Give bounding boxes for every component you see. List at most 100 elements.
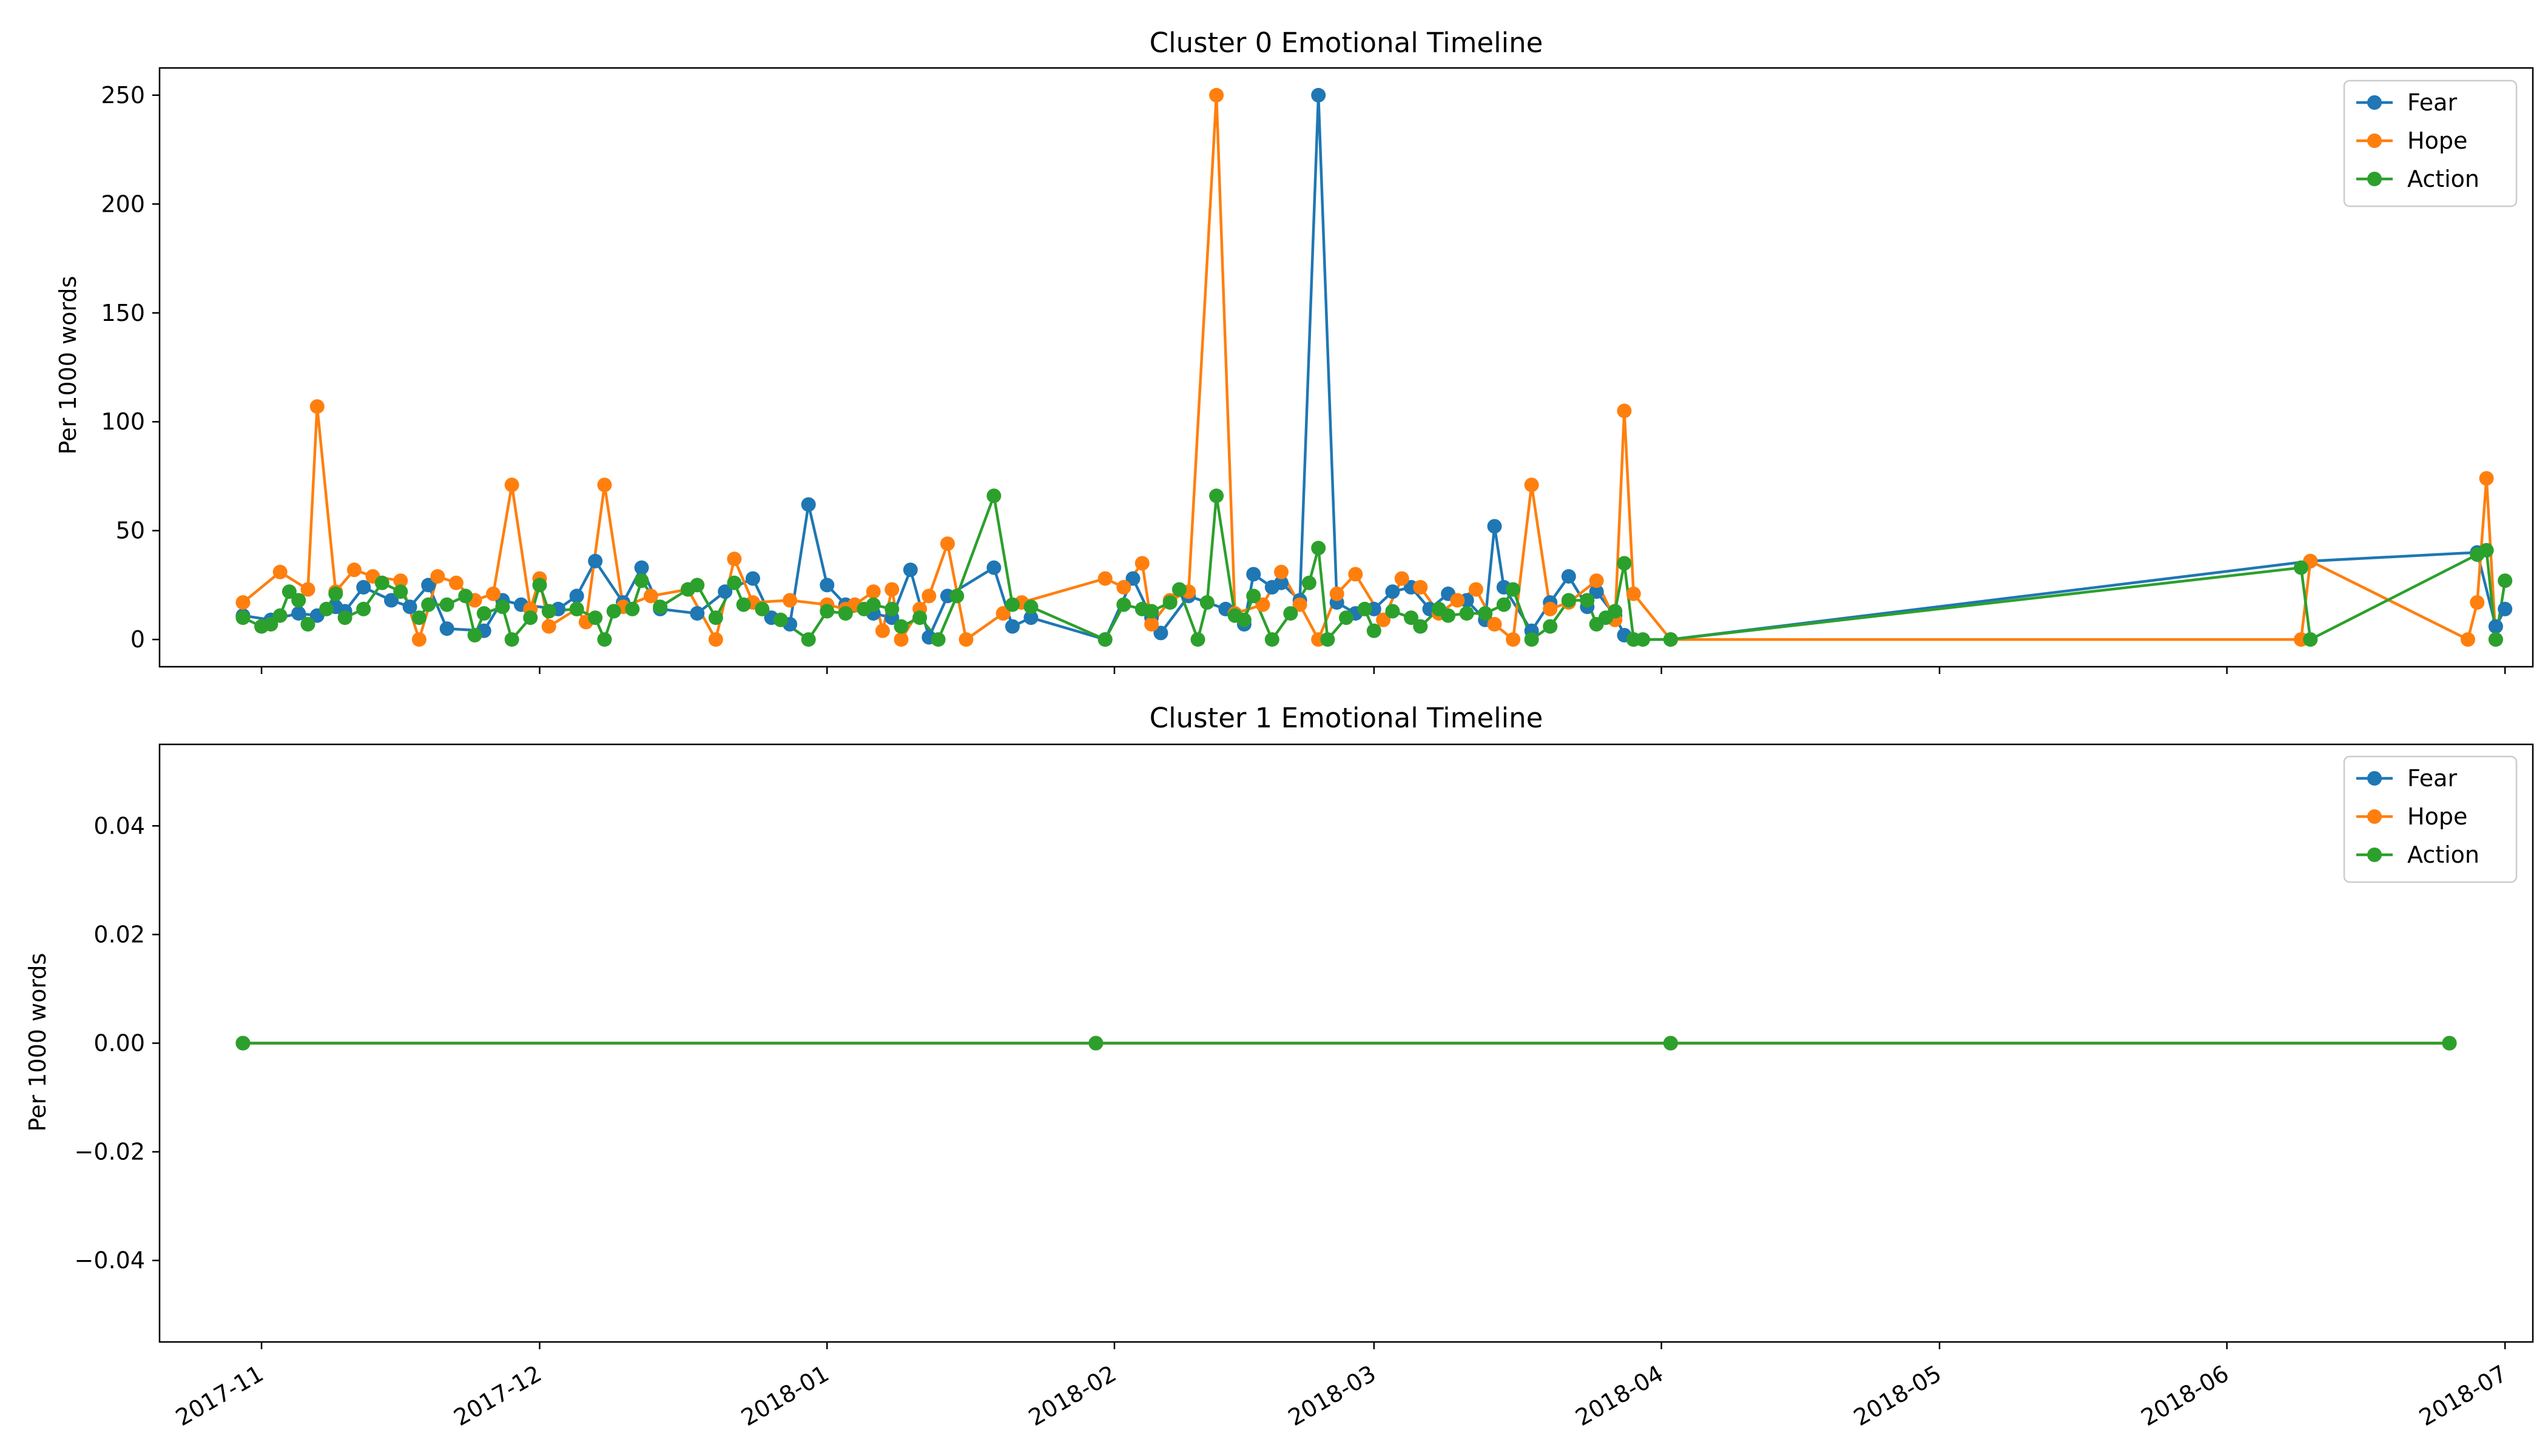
legend-marker: [2367, 95, 2382, 110]
data-point-action: [1478, 606, 1493, 621]
data-point-hope: [643, 588, 658, 604]
y-tick-label: 50: [116, 517, 145, 544]
data-point-action: [912, 610, 928, 625]
data-point-action: [1097, 632, 1113, 647]
chart-1-ylabel: Per 1000 words: [24, 953, 51, 1132]
legend-label-hope: Hope: [2407, 803, 2467, 830]
data-point-fear: [1153, 625, 1168, 641]
data-point-action: [1459, 606, 1474, 621]
legend-label-hope: Hope: [2407, 127, 2467, 154]
y-tick-label: 0: [130, 626, 145, 653]
data-point-action: [894, 619, 909, 634]
data-point-action: [1088, 1036, 1104, 1051]
data-point-hope: [1116, 580, 1131, 595]
data-point-action: [2303, 632, 2318, 647]
data-point-hope: [486, 586, 501, 601]
y-tick-label: 0.04: [93, 812, 145, 839]
data-point-fear: [1274, 575, 1289, 590]
data-point-action: [1005, 597, 1020, 612]
data-point-action: [1506, 582, 1521, 597]
legend-entry-fear: Fear: [2356, 765, 2457, 792]
data-point-action: [374, 575, 389, 590]
data-point-hope: [1144, 617, 1159, 632]
data-point-action: [1320, 632, 1335, 647]
data-point-action: [235, 1036, 251, 1051]
chart-0: Cluster 0 Emotional Timeline Per 1000 wo…: [55, 27, 2534, 674]
y-tick-label: −0.04: [75, 1247, 145, 1274]
data-point-fear: [291, 606, 306, 621]
data-point-hope: [2461, 632, 2475, 647]
chart-0-legend: Fear Hope Action: [2343, 79, 2518, 207]
data-point-action: [2294, 560, 2308, 575]
data-point-hope: [922, 588, 937, 604]
data-point-fear: [820, 578, 835, 593]
legend-label-action: Action: [2407, 841, 2479, 868]
data-point-hope: [1292, 597, 1307, 612]
data-point-hope: [2479, 471, 2494, 486]
data-point-fear: [1125, 571, 1141, 586]
data-point-action: [1524, 632, 1539, 647]
data-point-fear: [634, 560, 649, 575]
data-point-action: [625, 601, 640, 616]
data-point-fear: [2498, 601, 2513, 616]
data-point-action: [541, 604, 556, 619]
data-point-hope: [346, 562, 362, 578]
data-point-hope: [309, 399, 325, 414]
data-point-action: [885, 601, 900, 616]
data-point-action: [1209, 488, 1224, 504]
data-point-fear: [356, 580, 371, 595]
data-point-hope: [875, 623, 890, 638]
data-point-action: [421, 597, 436, 612]
data-point-action: [393, 584, 408, 599]
data-point-action: [467, 628, 482, 642]
data-point-fear: [1246, 567, 1261, 582]
data-point-hope: [1450, 593, 1465, 608]
data-point-fear: [2488, 619, 2503, 634]
legend-frame: [2343, 755, 2518, 883]
data-point-hope: [411, 632, 426, 647]
data-point-action: [1636, 632, 1650, 647]
legend-marker: [2367, 771, 2382, 786]
data-point-action: [1496, 597, 1511, 612]
data-point-hope: [894, 632, 909, 647]
chart-1-markers: [235, 1036, 2457, 1051]
data-point-action: [1663, 632, 1678, 647]
data-point-hope: [727, 551, 742, 567]
data-point-action: [838, 606, 853, 621]
data-point-fear: [1385, 584, 1400, 599]
data-point-action: [495, 599, 510, 615]
data-point-action: [1116, 597, 1131, 612]
data-point-action: [458, 588, 473, 604]
data-point-hope: [300, 582, 315, 597]
data-point-action: [773, 612, 788, 627]
data-point-action: [2498, 573, 2513, 588]
data-point-action: [2479, 543, 2494, 558]
legend-marker: [2367, 848, 2382, 862]
data-point-action: [1357, 601, 1372, 616]
data-point-action: [281, 584, 297, 599]
data-point-hope: [272, 564, 288, 579]
data-point-hope: [1617, 403, 1632, 419]
data-point-action: [1404, 610, 1418, 625]
data-point-action: [1199, 595, 1215, 610]
data-point-action: [1366, 623, 1381, 638]
legend-label-fear: Fear: [2407, 89, 2457, 116]
data-point-action: [606, 604, 621, 619]
legend-entry-hope: Hope: [2356, 803, 2467, 830]
legend-label-fear: Fear: [2407, 765, 2457, 792]
data-point-fear: [1311, 87, 1326, 103]
data-point-action: [319, 601, 334, 616]
y-tick-label: −0.02: [75, 1139, 145, 1165]
data-point-fear: [569, 588, 584, 604]
y-tick-label: 100: [101, 408, 145, 435]
data-point-action: [439, 597, 454, 612]
data-point-hope: [1209, 87, 1224, 103]
data-point-action: [986, 488, 1002, 504]
data-point-hope: [2470, 595, 2485, 610]
data-point-fear: [986, 560, 1002, 575]
data-point-fear: [1005, 619, 1020, 634]
chart-0-axes: 0 50 100 150 200 250: [101, 67, 2534, 674]
data-point-fear: [801, 497, 816, 512]
y-tick-label: 0.00: [93, 1030, 145, 1057]
legend-label-action: Action: [2407, 166, 2479, 192]
